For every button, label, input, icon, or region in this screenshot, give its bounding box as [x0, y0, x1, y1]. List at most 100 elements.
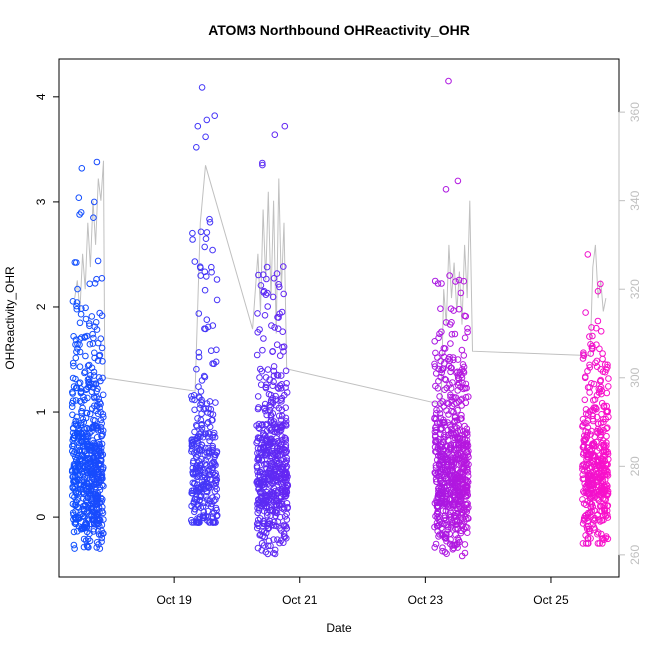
data-point [431, 277, 439, 285]
data-point [283, 463, 291, 470]
data-point [584, 367, 591, 375]
data-point [435, 521, 443, 529]
y-tick-label: 1 [34, 408, 48, 415]
data-point [94, 339, 102, 347]
data-point [264, 511, 271, 519]
data-point [447, 441, 455, 449]
data-point [93, 393, 100, 401]
data-point [456, 519, 463, 526]
data-point [264, 542, 272, 550]
data-point [211, 460, 218, 468]
data-point [276, 310, 283, 318]
data-point [600, 536, 608, 544]
data-point [432, 432, 439, 439]
data-point [461, 541, 469, 548]
data-point [447, 391, 454, 399]
data-point [213, 276, 221, 283]
data-point [271, 451, 278, 459]
data-point [440, 451, 448, 458]
data-point [435, 334, 442, 342]
data-point [442, 490, 449, 498]
data-point [282, 437, 290, 444]
data-point [444, 523, 452, 531]
data-point [273, 270, 281, 277]
data-point [262, 442, 270, 450]
data-point [594, 287, 602, 295]
data-point [439, 496, 446, 504]
data-point [280, 522, 287, 529]
data-point [210, 429, 218, 437]
data-point [462, 399, 470, 407]
data-point [198, 428, 205, 436]
data-point [265, 473, 272, 480]
data-point [94, 257, 102, 265]
data-point [195, 353, 203, 361]
data-point [88, 388, 96, 396]
data-point [263, 275, 270, 283]
data-point [74, 528, 81, 535]
data-point [80, 535, 88, 543]
data-point [281, 513, 289, 520]
data-point [464, 529, 471, 537]
data-point [277, 423, 285, 431]
data-point [459, 453, 467, 461]
data-point [92, 319, 100, 326]
data-point [191, 508, 198, 516]
data-point [89, 330, 96, 338]
data-point [446, 272, 453, 279]
data-point [269, 410, 277, 417]
data-point [600, 418, 607, 426]
data-point [74, 285, 81, 293]
data-point [99, 530, 107, 537]
data-point [270, 372, 278, 380]
data-point [598, 517, 606, 524]
data-point [590, 380, 598, 388]
data-point [212, 519, 219, 526]
data-point [70, 362, 77, 370]
data-point [581, 396, 589, 404]
data-point [279, 436, 286, 444]
data-point [603, 432, 610, 440]
data-point [588, 464, 596, 471]
data-point [441, 386, 448, 394]
data-point [198, 84, 206, 91]
data-point [76, 511, 84, 519]
data-point [588, 344, 596, 352]
data-point [437, 425, 445, 432]
data-point [435, 485, 442, 492]
data-point [253, 351, 261, 359]
data-point [258, 528, 266, 535]
data-point [96, 352, 103, 360]
data-point [193, 448, 201, 455]
data-point [432, 382, 439, 390]
data-point [85, 361, 93, 369]
data-point [592, 359, 599, 367]
secondary-y-tick-label: 300 [628, 367, 642, 387]
data-point [600, 402, 608, 410]
data-point [582, 488, 590, 496]
data-point [461, 549, 469, 557]
data-point [255, 471, 262, 479]
data-point [451, 488, 459, 495]
data-point [454, 407, 461, 414]
data-point [457, 476, 465, 483]
data-point [448, 459, 455, 466]
data-point [77, 388, 85, 395]
data-point [204, 453, 211, 460]
data-point [258, 451, 265, 459]
data-point [262, 529, 270, 537]
data-point [189, 479, 197, 487]
data-point [434, 504, 442, 511]
data-point [70, 333, 77, 340]
data-point [599, 355, 606, 363]
data-point [275, 385, 282, 392]
data-point [69, 390, 76, 397]
data-point [595, 516, 603, 523]
data-point [208, 263, 215, 271]
data-point [78, 334, 85, 341]
data-point [73, 384, 81, 392]
data-point [447, 368, 454, 376]
data-point [277, 475, 285, 483]
data-point [579, 461, 587, 469]
data-point [277, 464, 285, 472]
